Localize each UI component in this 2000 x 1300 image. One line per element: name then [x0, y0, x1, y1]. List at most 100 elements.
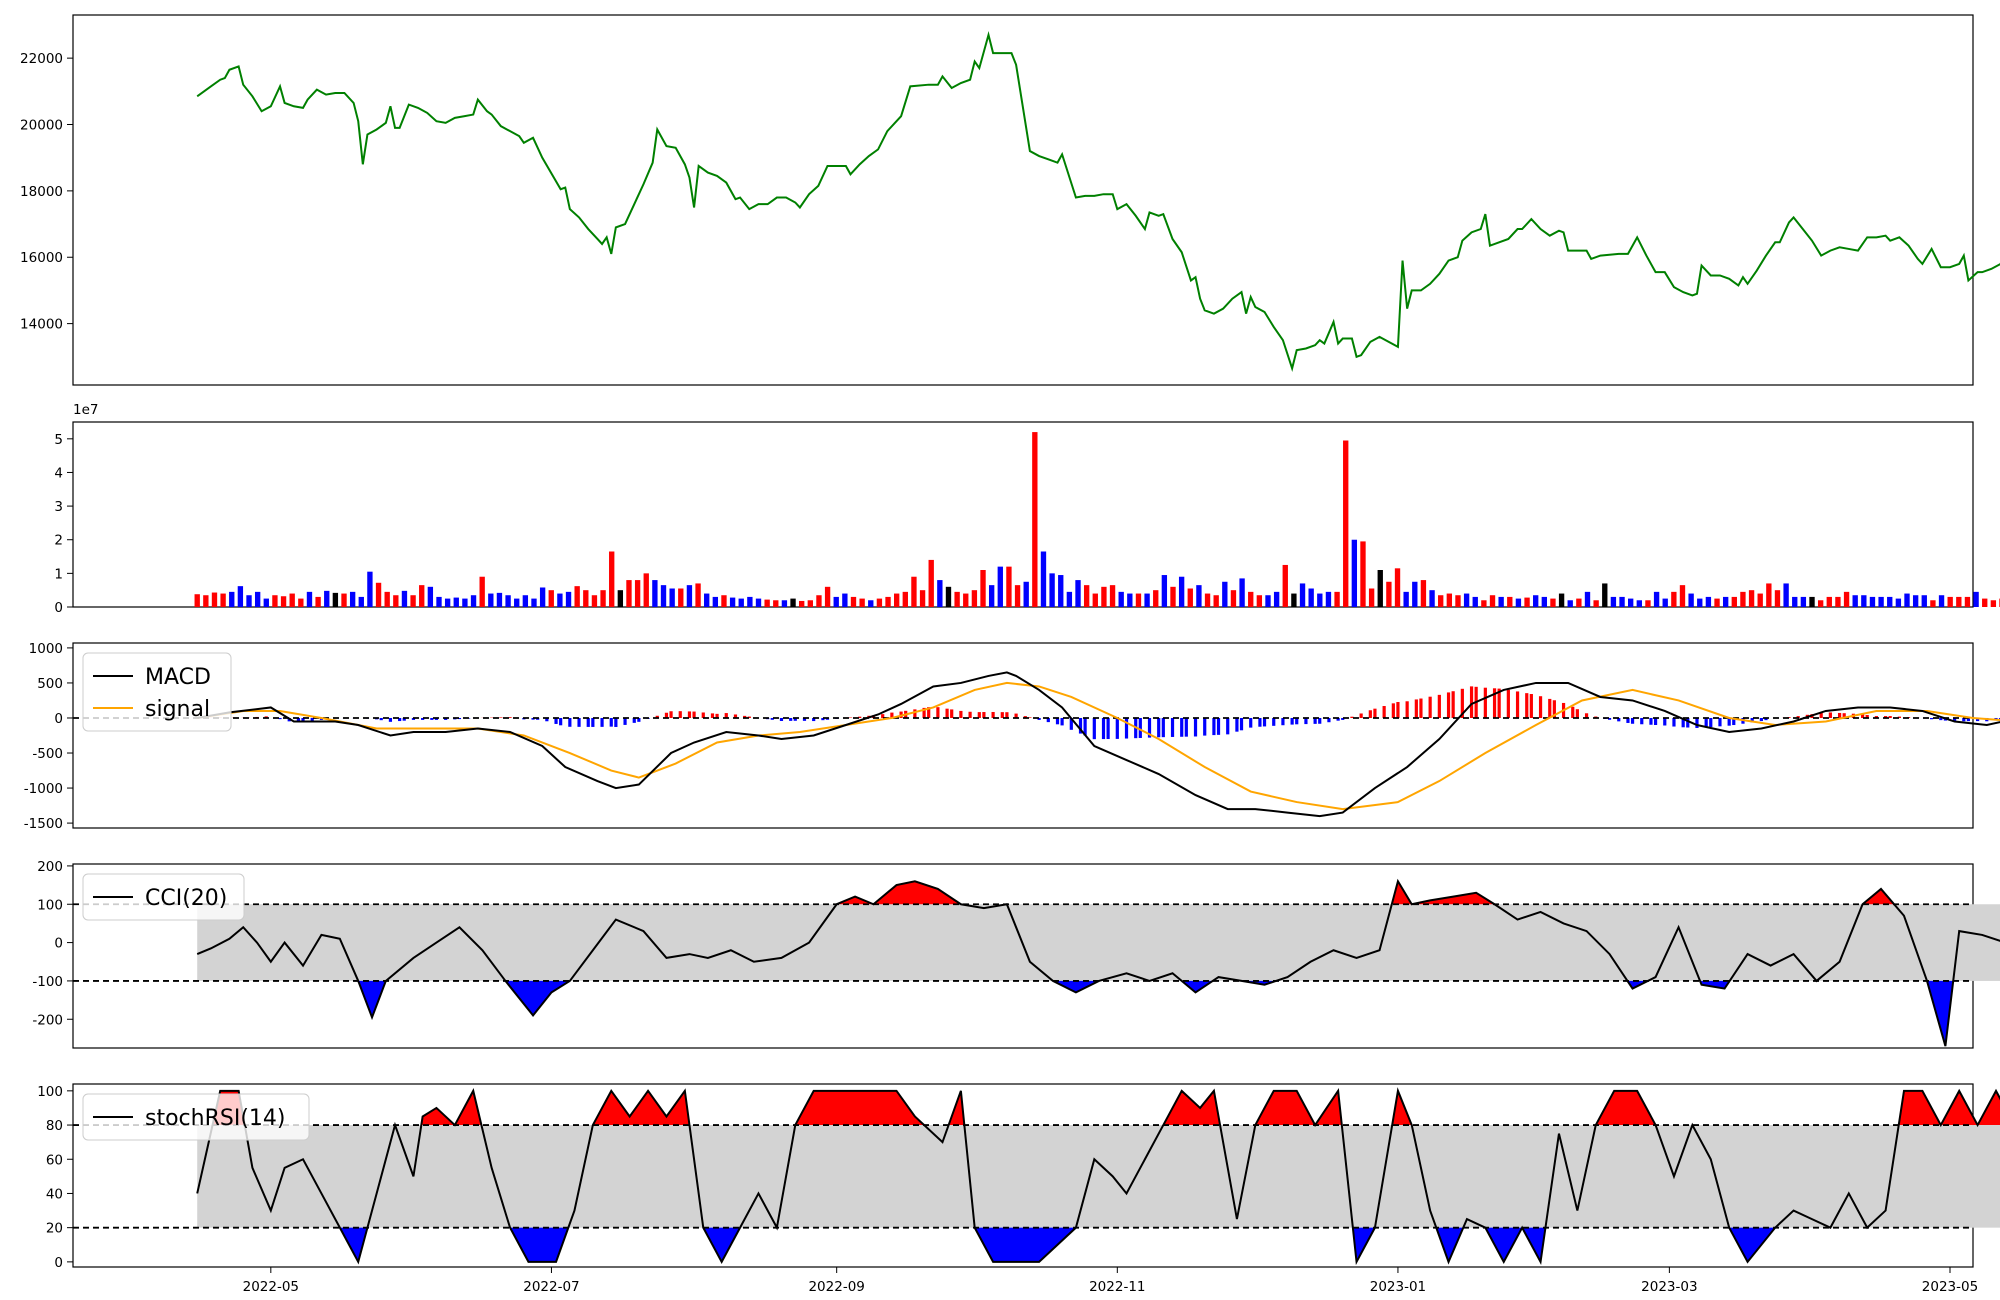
- volume-ytick-label: 2: [54, 533, 63, 549]
- volume-bar: [444, 598, 451, 607]
- macd-histogram-bar: [692, 711, 696, 718]
- volume-bar: [1291, 593, 1297, 607]
- volume-bar: [298, 598, 304, 607]
- volume-bar: [1947, 596, 1953, 607]
- macd-histogram-bar: [1170, 717, 1175, 737]
- volume-bar: [1817, 600, 1824, 607]
- cci-oversold-fill: [358, 980, 386, 1018]
- volume-bar: [1610, 596, 1617, 607]
- volume-bar: [1481, 600, 1487, 607]
- stochrsi-oversold-fill: [1436, 1227, 1464, 1262]
- volume-bar: [220, 593, 226, 607]
- volume-bar: [600, 590, 606, 607]
- macd-histogram-bar: [1953, 717, 1957, 722]
- volume-bar: [1299, 583, 1306, 607]
- price-ytick-label: 20000: [20, 118, 63, 134]
- volume-bar: [876, 598, 883, 607]
- macd-histogram-bar: [398, 717, 402, 722]
- volume-bar: [1835, 596, 1841, 607]
- macd-histogram-bar: [278, 717, 282, 720]
- volume-bar: [1489, 595, 1496, 607]
- macd-histogram-bar: [950, 709, 954, 718]
- volume-bar: [203, 595, 209, 607]
- volume-bar: [419, 585, 425, 607]
- macd-line: [197, 671, 2000, 818]
- macd-histogram-bar: [1161, 717, 1165, 738]
- volume-bar: [1058, 575, 1064, 607]
- macd-histogram-bar: [1686, 717, 1690, 728]
- macd-histogram-bar: [1515, 691, 1520, 718]
- stochrsi-ytick-label: 60: [46, 1152, 63, 1168]
- cci-legend: CCI(20): [82, 873, 245, 921]
- volume-bar: [1645, 600, 1651, 607]
- volume-bar: [911, 576, 917, 607]
- volume-bar: [652, 580, 658, 607]
- macd-histogram-bar: [678, 711, 682, 718]
- cci-ytick-label: -100: [32, 974, 63, 990]
- macd-histogram-bar: [821, 717, 825, 721]
- x-tick-label: 2023-03: [1641, 1279, 1697, 1295]
- macd-histogram-bar: [977, 712, 981, 718]
- macd-histogram-bar: [1216, 717, 1221, 735]
- volume-bar: [1101, 586, 1107, 607]
- macd-histogram-bar: [444, 717, 448, 720]
- cci-overbought-fill: [1411, 892, 1495, 905]
- volume-bar: [1273, 591, 1280, 607]
- volume-bar: [1230, 590, 1237, 607]
- macd-histogram-bar: [701, 712, 705, 718]
- stochrsi-oversold-fill: [1522, 1227, 1546, 1262]
- volume-bar: [1653, 591, 1660, 607]
- macd-histogram-bar: [434, 717, 439, 720]
- volume-bar: [1282, 564, 1288, 607]
- stochrsi-ytick-label: 100: [37, 1084, 63, 1100]
- volume-bar: [1040, 551, 1047, 607]
- macd-histogram-bar: [793, 717, 797, 721]
- cci-ytick-label: 200: [37, 859, 63, 875]
- macd-histogram-bar: [1405, 701, 1409, 718]
- volume-bar: [479, 576, 485, 607]
- volume-bar: [1049, 573, 1055, 607]
- macd-histogram-bar: [1055, 717, 1060, 725]
- x-tick-label: 2023-01: [1370, 1279, 1426, 1295]
- volume-bar: [341, 593, 347, 607]
- volume-bar: [1325, 591, 1332, 607]
- volume-bar: [807, 600, 813, 607]
- volume-bar: [591, 595, 598, 607]
- volume-bar: [790, 598, 796, 607]
- macd-histogram-bar: [1796, 716, 1800, 718]
- volume-bar: [583, 590, 589, 607]
- x-tick-label: 2022-09: [808, 1279, 864, 1295]
- macd-histogram-bar: [1304, 717, 1308, 725]
- volume-bar: [1895, 598, 1902, 607]
- volume-bar: [1472, 596, 1478, 607]
- volume-bar: [1533, 595, 1539, 607]
- macd-histogram-bar: [554, 717, 558, 724]
- volume-bar: [660, 585, 667, 607]
- volume-bar: [470, 595, 477, 607]
- volume-bar: [1938, 595, 1945, 607]
- volume-bar: [617, 590, 624, 607]
- macd-histogram-bar: [1005, 712, 1009, 718]
- macd-histogram-bar: [982, 712, 986, 718]
- macd-histogram-bar: [1262, 717, 1267, 727]
- volume-bar: [1878, 596, 1884, 607]
- volume-bar: [686, 585, 693, 607]
- volume-bar: [712, 596, 719, 607]
- macd-histogram-bar: [1525, 693, 1529, 718]
- volume-bar: [1671, 591, 1677, 607]
- stochrsi-overbought-fill: [1940, 1090, 1978, 1126]
- macd-histogram-bar: [1571, 706, 1575, 718]
- volume-bar: [1990, 600, 1997, 607]
- macd-histogram-bar: [1313, 717, 1317, 724]
- volume-bar: [522, 595, 529, 607]
- volume-bar: [1446, 593, 1453, 607]
- volume-bar: [1826, 596, 1832, 607]
- price-frame: [72, 14, 1974, 386]
- macd-histogram-bar: [623, 717, 627, 725]
- macd-histogram-bar: [1272, 717, 1276, 726]
- macd-histogram-bar: [1180, 717, 1184, 737]
- volume-bar: [669, 588, 675, 607]
- macd-ytick-label: -1000: [24, 781, 63, 797]
- macd-histogram-bar: [1258, 717, 1262, 727]
